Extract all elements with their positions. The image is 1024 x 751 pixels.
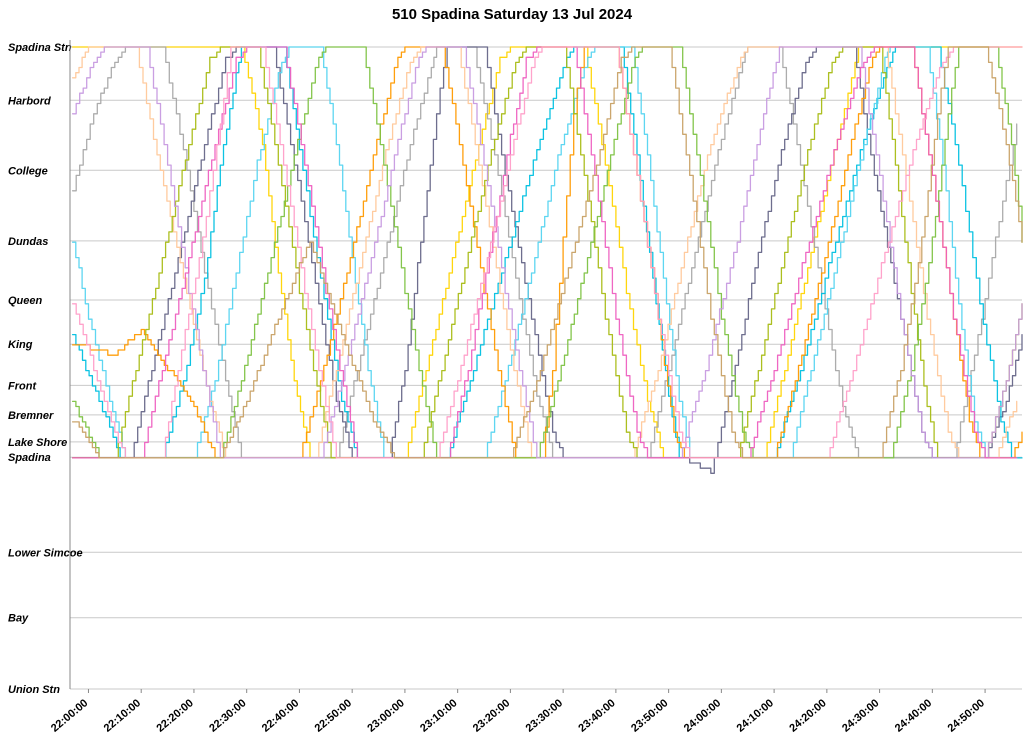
station-label: Spadina Stn (8, 42, 72, 54)
station-label: Lake Shore (8, 437, 67, 449)
x-tick-group: 24:40:00 (893, 697, 934, 735)
x-tick-group: 24:20:00 (787, 697, 828, 735)
station-label: Harbord (8, 95, 51, 107)
x-tick-label: 24:10:00 (735, 697, 776, 735)
x-tick-group: 24:00:00 (682, 697, 723, 735)
x-tick-label: 24:20:00 (787, 697, 828, 735)
x-tick-label: 24:30:00 (840, 697, 881, 735)
station-label: Union Stn (8, 684, 60, 696)
x-tick-label: 22:30:00 (207, 697, 248, 735)
station-label: Bay (8, 613, 29, 625)
station-label: Lower Simcoe (8, 547, 83, 559)
x-tick-group: 23:00:00 (365, 697, 406, 735)
vehicle-trace-car-slate (71, 46, 1023, 474)
x-tick-label: 22:10:00 (102, 697, 143, 735)
x-tick-group: 23:20:00 (471, 697, 512, 735)
x-tick-label: 23:50:00 (629, 697, 670, 735)
x-tick-label: 22:50:00 (313, 697, 354, 735)
station-label: Spadina (8, 452, 51, 464)
x-tick-label: 24:50:00 (946, 697, 987, 735)
x-tick-label: 24:00:00 (682, 697, 723, 735)
station-label: Dundas (8, 236, 48, 248)
station-label: College (8, 165, 48, 177)
station-label: Queen (8, 295, 43, 307)
vehicle-trace-car-tan (71, 46, 1023, 459)
x-tick-label: 23:00:00 (365, 697, 406, 735)
x-tick-group: 22:30:00 (207, 697, 248, 735)
x-tick-group: 24:30:00 (840, 697, 881, 735)
x-tick-label: 22:00:00 (49, 697, 90, 735)
x-tick-label: 23:10:00 (418, 697, 459, 735)
x-tick-group: 22:00:00 (49, 697, 90, 735)
x-tick-group: 24:50:00 (946, 697, 987, 735)
station-label: Bremner (8, 410, 54, 422)
vehicle-trace-car-plum (71, 46, 1023, 459)
x-tick-group: 22:10:00 (102, 697, 143, 735)
vehicle-trace-car-sky (71, 46, 1018, 459)
x-tick-label: 22:40:00 (260, 697, 301, 735)
x-tick-group: 22:50:00 (313, 697, 354, 735)
x-tick-group: 24:10:00 (735, 697, 776, 735)
x-tick-label: 22:20:00 (154, 697, 195, 735)
x-tick-label: 24:40:00 (893, 697, 934, 735)
x-tick-label: 23:30:00 (524, 697, 565, 735)
station-label: King (8, 339, 33, 351)
x-tick-label: 23:20:00 (471, 697, 512, 735)
x-tick-group: 22:20:00 (154, 697, 195, 735)
x-tick-label: 23:40:00 (576, 697, 617, 735)
x-tick-group: 23:10:00 (418, 697, 459, 735)
x-tick-group: 23:30:00 (524, 697, 565, 735)
vehicle-trace-car-pink (71, 46, 1023, 459)
x-tick-group: 23:40:00 (576, 697, 617, 735)
x-tick-group: 23:50:00 (629, 697, 670, 735)
chart-title: 510 Spadina Saturday 13 Jul 2024 (391, 6, 633, 23)
x-tick-group: 22:40:00 (260, 697, 301, 735)
station-label: Front (8, 380, 37, 392)
